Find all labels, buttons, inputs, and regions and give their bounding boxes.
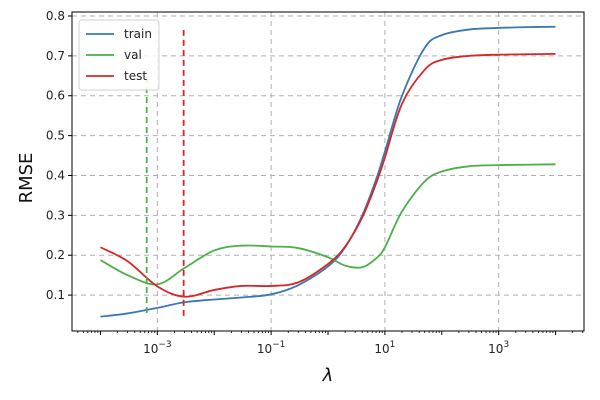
y-axis-label: RMSE [16,153,37,204]
y-axis-ticks: 0.1 0.2 0.3 0.4 0.5 0.6 0.7 0.8 [46,9,72,302]
y-tick-label: 0.4 [46,168,65,182]
grid [72,12,584,331]
x-tick-label: 10−1 [257,340,286,356]
x-tick-label: 10−3 [143,340,172,356]
y-tick-label: 0.2 [46,248,65,262]
y-tick-label: 0.1 [46,288,65,302]
x-tick-label: 103 [488,340,509,356]
series-lines [100,25,556,318]
legend-label-train: train [124,27,152,41]
legend-label-val: val [124,48,142,62]
x-tick-label: 101 [374,340,395,356]
series-line-test [100,52,556,298]
reference-lines [145,29,185,316]
x-axis-ticks: 10−3 10−1 101 103 [77,331,584,356]
legend-box [78,19,160,91]
y-tick-label: 0.6 [46,89,65,103]
y-tick-label: 0.3 [46,208,65,222]
y-tick-label: 0.8 [46,9,65,23]
x-axis-label: λ [322,365,334,386]
y-tick-label: 0.5 [46,129,65,143]
legend: train val test [78,19,160,91]
y-tick-label: 0.7 [46,49,65,63]
legend-label-test: test [124,69,147,83]
series-line-val [100,163,556,286]
